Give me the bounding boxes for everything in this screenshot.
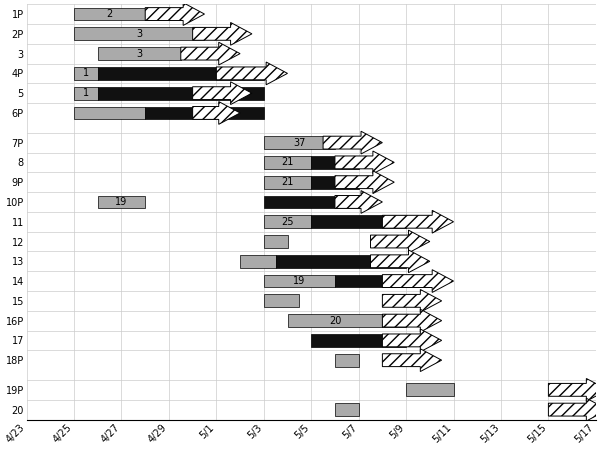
Bar <box>74 67 98 80</box>
Bar <box>335 403 359 416</box>
Polygon shape <box>548 379 600 401</box>
Text: 19: 19 <box>293 276 305 286</box>
Polygon shape <box>548 398 600 421</box>
Polygon shape <box>193 101 240 124</box>
Bar <box>311 176 359 189</box>
Polygon shape <box>382 270 454 292</box>
Bar <box>264 235 287 248</box>
Polygon shape <box>145 3 205 26</box>
Polygon shape <box>323 131 382 154</box>
Text: 25: 25 <box>281 217 294 227</box>
Bar <box>74 8 145 21</box>
Bar <box>264 176 311 189</box>
Polygon shape <box>335 171 394 194</box>
Text: 19: 19 <box>115 197 128 207</box>
Text: 3: 3 <box>136 48 142 59</box>
Bar <box>311 156 359 169</box>
Bar <box>98 195 145 208</box>
Bar <box>240 255 275 268</box>
Polygon shape <box>193 82 252 105</box>
Bar <box>264 195 359 208</box>
Polygon shape <box>382 290 442 312</box>
Polygon shape <box>335 151 394 174</box>
Bar <box>311 334 406 347</box>
Bar <box>98 67 264 80</box>
Bar <box>264 156 311 169</box>
Text: 21: 21 <box>281 158 293 167</box>
Text: 2: 2 <box>107 9 113 19</box>
Bar <box>382 314 406 327</box>
Text: 21: 21 <box>281 177 293 187</box>
Bar <box>287 314 382 327</box>
Text: 37: 37 <box>293 137 305 148</box>
Bar <box>264 295 299 307</box>
Text: 3: 3 <box>136 29 142 39</box>
Polygon shape <box>382 211 454 233</box>
Text: 1: 1 <box>83 88 89 98</box>
Bar <box>74 87 98 100</box>
Polygon shape <box>371 250 430 273</box>
Bar <box>98 87 264 100</box>
Polygon shape <box>382 349 442 372</box>
Polygon shape <box>382 329 442 352</box>
Bar <box>335 275 406 287</box>
Bar <box>74 106 145 119</box>
Text: 1: 1 <box>83 68 89 79</box>
Bar <box>311 216 406 228</box>
Bar <box>264 136 335 149</box>
Polygon shape <box>217 62 287 85</box>
Bar <box>264 216 311 228</box>
Bar <box>275 255 406 268</box>
Bar <box>264 275 335 287</box>
Bar <box>98 47 181 60</box>
Polygon shape <box>371 230 430 253</box>
Bar <box>74 27 205 40</box>
Polygon shape <box>193 22 252 45</box>
Text: 20: 20 <box>329 316 341 326</box>
Bar <box>145 106 264 119</box>
Bar <box>406 383 454 396</box>
Polygon shape <box>335 190 382 213</box>
Bar <box>335 354 359 367</box>
Polygon shape <box>181 42 240 65</box>
Polygon shape <box>382 309 442 332</box>
